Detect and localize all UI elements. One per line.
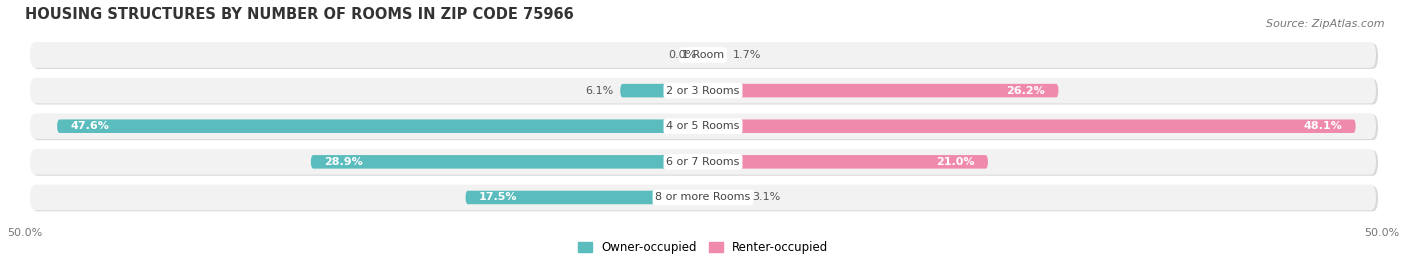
Text: 48.1%: 48.1%: [1303, 121, 1343, 131]
Text: 21.0%: 21.0%: [936, 157, 974, 167]
Text: Source: ZipAtlas.com: Source: ZipAtlas.com: [1267, 19, 1385, 29]
Text: 2 or 3 Rooms: 2 or 3 Rooms: [666, 86, 740, 95]
Text: HOUSING STRUCTURES BY NUMBER OF ROOMS IN ZIP CODE 75966: HOUSING STRUCTURES BY NUMBER OF ROOMS IN…: [24, 7, 574, 22]
Legend: Owner-occupied, Renter-occupied: Owner-occupied, Renter-occupied: [572, 236, 834, 259]
FancyBboxPatch shape: [311, 155, 703, 169]
FancyBboxPatch shape: [32, 79, 1378, 104]
Text: 28.9%: 28.9%: [325, 157, 363, 167]
Text: 4 or 5 Rooms: 4 or 5 Rooms: [666, 121, 740, 131]
FancyBboxPatch shape: [32, 43, 1378, 69]
Text: 1.7%: 1.7%: [733, 50, 761, 60]
FancyBboxPatch shape: [30, 185, 1376, 210]
FancyBboxPatch shape: [620, 84, 703, 97]
Text: 6 or 7 Rooms: 6 or 7 Rooms: [666, 157, 740, 167]
FancyBboxPatch shape: [32, 150, 1378, 176]
Text: 1 Room: 1 Room: [682, 50, 724, 60]
FancyBboxPatch shape: [703, 48, 725, 62]
FancyBboxPatch shape: [465, 191, 703, 204]
FancyBboxPatch shape: [30, 78, 1376, 103]
FancyBboxPatch shape: [30, 42, 1376, 68]
Text: 6.1%: 6.1%: [585, 86, 613, 95]
Text: 3.1%: 3.1%: [752, 192, 780, 203]
FancyBboxPatch shape: [32, 186, 1378, 211]
Text: 47.6%: 47.6%: [70, 121, 110, 131]
Text: 0.0%: 0.0%: [668, 50, 696, 60]
FancyBboxPatch shape: [703, 119, 1355, 133]
FancyBboxPatch shape: [703, 155, 988, 169]
FancyBboxPatch shape: [703, 84, 1059, 97]
Text: 26.2%: 26.2%: [1007, 86, 1045, 95]
FancyBboxPatch shape: [703, 191, 745, 204]
Text: 17.5%: 17.5%: [479, 192, 517, 203]
FancyBboxPatch shape: [30, 114, 1376, 139]
Text: 8 or more Rooms: 8 or more Rooms: [655, 192, 751, 203]
FancyBboxPatch shape: [58, 119, 703, 133]
FancyBboxPatch shape: [30, 149, 1376, 175]
FancyBboxPatch shape: [32, 115, 1378, 140]
